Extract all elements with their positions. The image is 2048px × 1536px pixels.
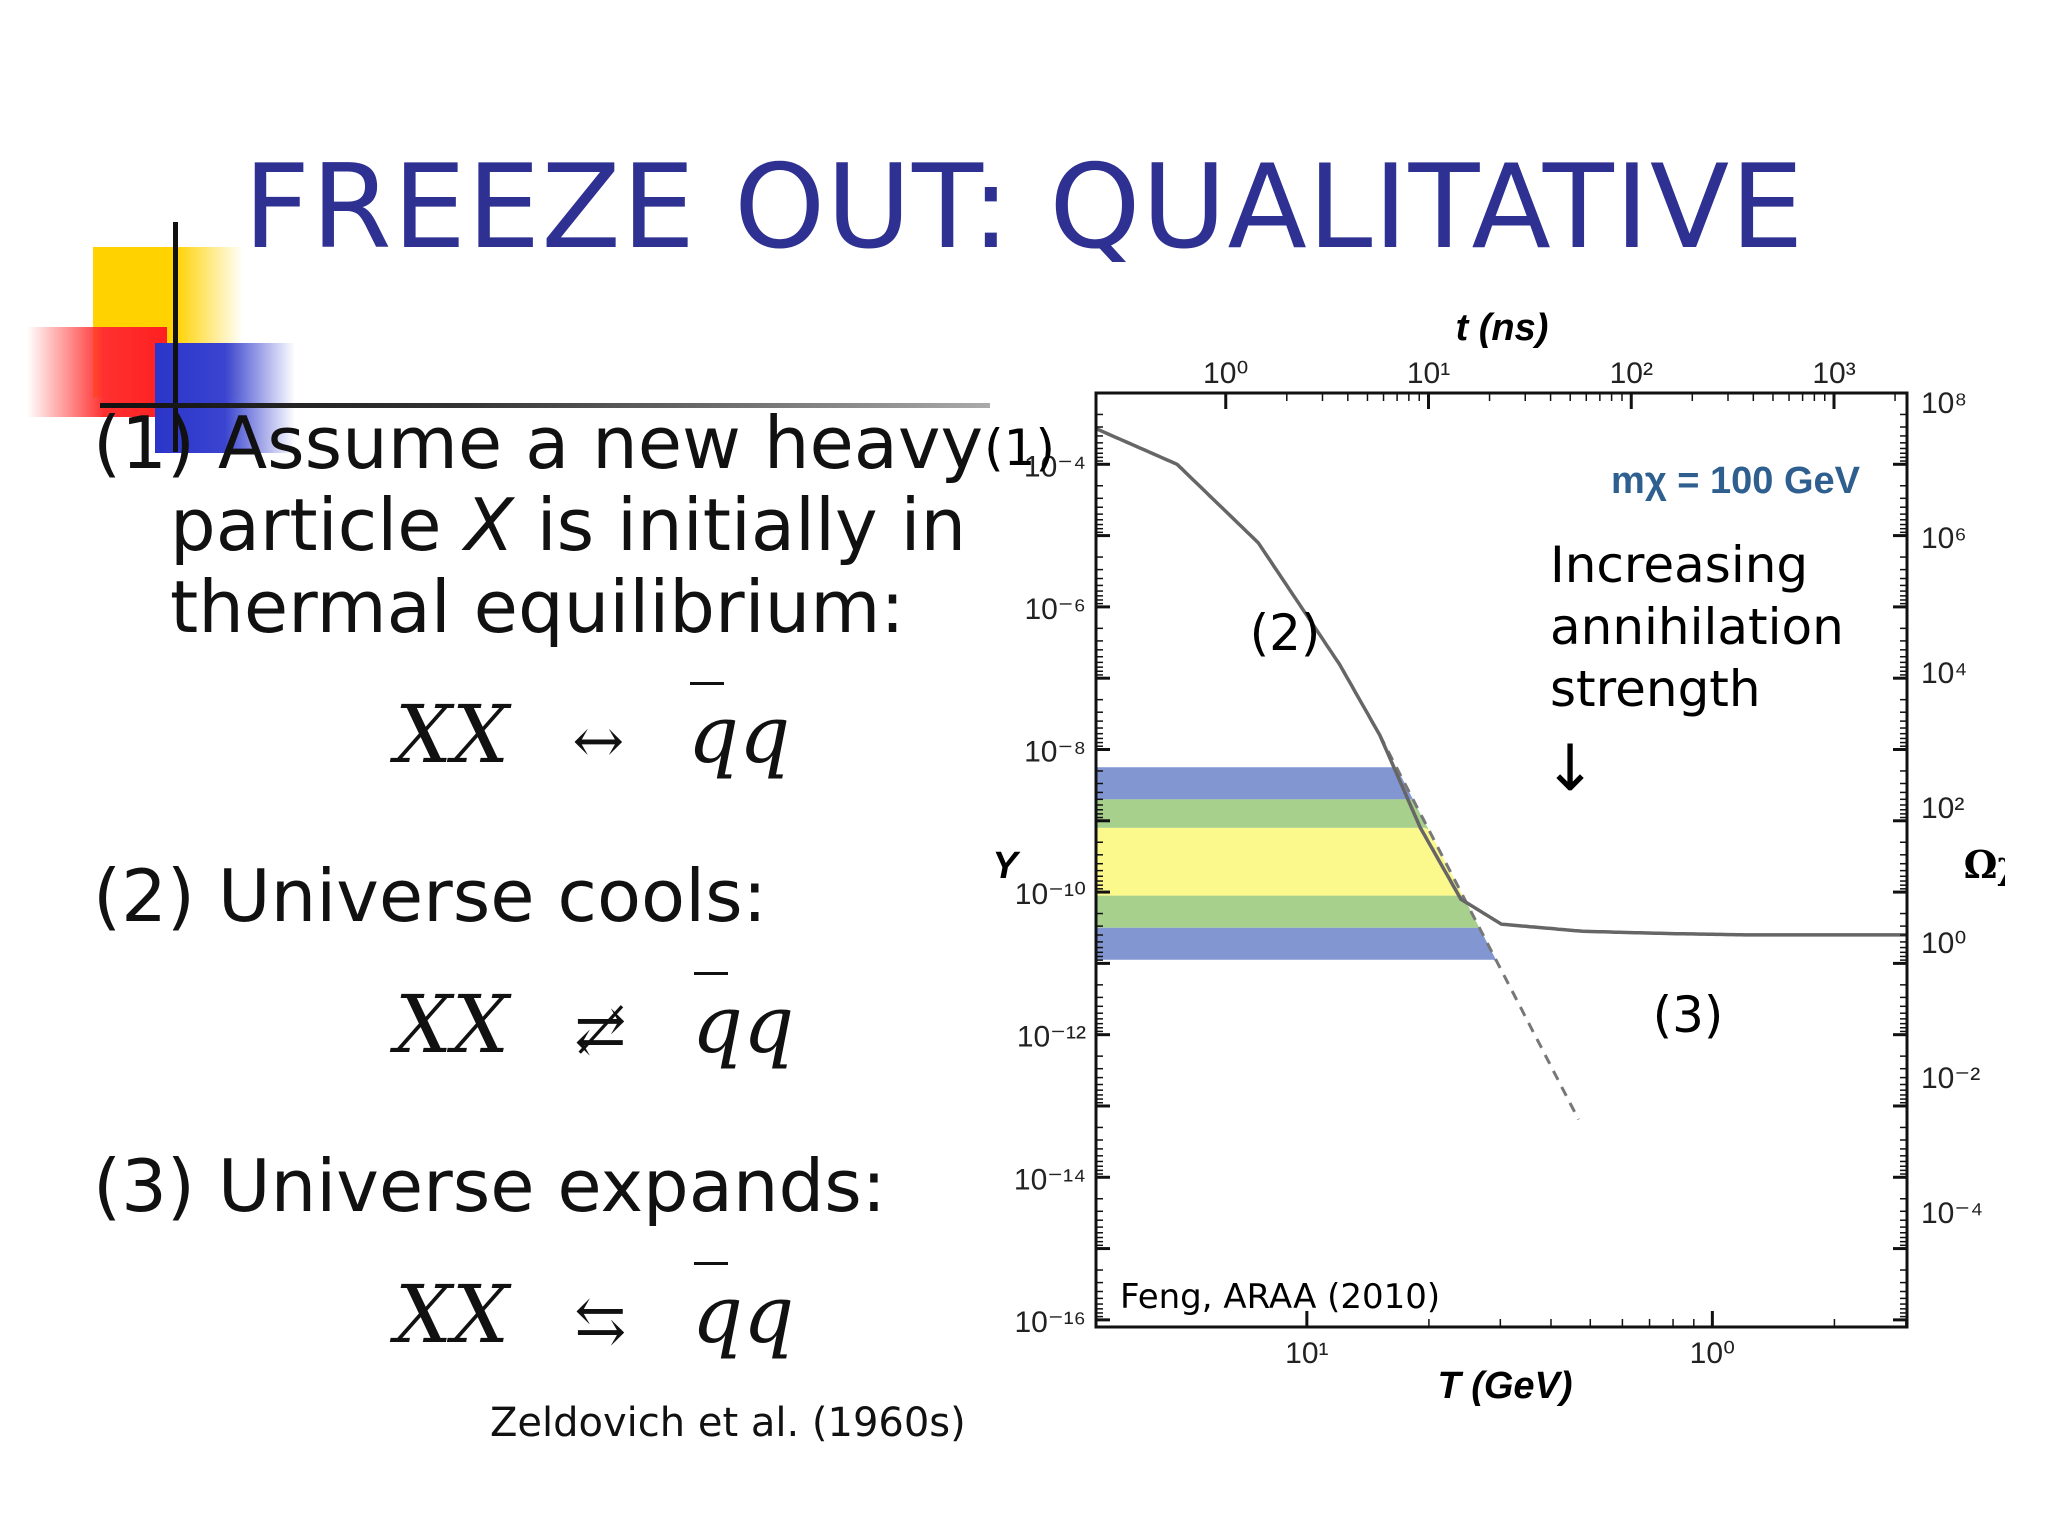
equation-3: XX ⇆ qq <box>395 1268 794 1361</box>
y-tick-label: 10⁻⁶ <box>1024 593 1086 626</box>
plot-ticks <box>1096 391 1907 1327</box>
top-tick-label: 10⁰ <box>1203 357 1248 390</box>
right-tick-label: 10⁻⁴ <box>1921 1197 1983 1230</box>
top-tick-label: 10¹ <box>1407 357 1450 390</box>
point-1-text-end: is initially in <box>513 483 967 567</box>
point-3: (3) Universe expands: <box>93 1144 886 1228</box>
plot-frame <box>1094 391 1909 1329</box>
annotation-line-2: annihilation <box>1550 598 1844 656</box>
decor-horizontal-line <box>100 403 990 408</box>
y-tick-label: 10⁻⁸ <box>1024 735 1086 768</box>
point-1: (1) Assume a new heavy particle X is ini… <box>93 402 983 648</box>
decor-blue-square <box>155 343 295 453</box>
top-axis-label: t (ns) <box>1456 307 1549 349</box>
label-3: (3) <box>1653 986 1724 1044</box>
eq3-symbol: ⇆ <box>574 1284 627 1357</box>
annotation-line-3: strength <box>1550 660 1761 718</box>
top-tick-label: 10³ <box>1812 357 1855 390</box>
point-1-text: particle <box>170 483 465 567</box>
bottom-tick-label: 10⁰ <box>1690 1337 1735 1370</box>
y-tick-label: 10⁻¹⁶ <box>1014 1306 1086 1339</box>
band-2 <box>1096 827 1907 1392</box>
right-tick-label: 10⁴ <box>1921 657 1967 690</box>
decor-vertical-line <box>173 222 178 452</box>
right-axis-label: Ωχ <box>1964 842 2005 887</box>
right-tick-label: 10⁶ <box>1921 522 1967 555</box>
right-tick-label: 10² <box>1921 792 1964 825</box>
equation-1: XX ↔ qq <box>395 688 790 781</box>
eq1-lhs: XX <box>395 688 509 781</box>
label-2: (2) <box>1250 604 1321 662</box>
label-1: (1) <box>985 419 1055 477</box>
y-tick-label: 10⁻⁴ <box>1024 450 1086 483</box>
eq1-rhs: qq <box>687 688 791 781</box>
bottom-tick-label: 10¹ <box>1285 1337 1328 1370</box>
eq2-lhs: XX <box>395 978 509 1071</box>
annotation-arrow: ↓ <box>1543 732 1597 806</box>
abundance-bands <box>1096 767 1907 1392</box>
point-1-line-1: (1) Assume a new heavy <box>93 401 984 485</box>
bottom-axis-label: T (GeV) <box>1437 1365 1572 1407</box>
freeze-out-chart: 10⁻⁴ 10⁻⁶ 10⁻⁸ 10⁻¹⁰ 10⁻¹² 10⁻¹⁴ 10⁻¹⁶ 10⁸ 10⁶ 10… <box>985 307 2005 1407</box>
credit-label: Feng, ARAA (2010) <box>1120 1277 1440 1317</box>
point-2: (2) Universe cools: <box>93 854 767 938</box>
right-tick-label: 10⁻² <box>1921 1062 1980 1095</box>
y-tick-label: 10⁻¹⁴ <box>1014 1163 1086 1196</box>
decor-red-square <box>27 327 167 417</box>
y-tick-label: 10⁻¹² <box>1017 1021 1086 1054</box>
eq2-symbol: ⇄̸ <box>574 994 627 1067</box>
particle-x: X <box>464 483 514 567</box>
band-4 <box>1096 927 1907 1392</box>
y-tick-label: 10⁻¹⁰ <box>1015 878 1086 911</box>
slide-title: FREEZE OUT: QUALITATIVE <box>243 140 1805 275</box>
right-tick-label: 10⁰ <box>1921 927 1966 960</box>
top-tick-label: 10² <box>1610 357 1653 390</box>
eq3-lhs: XX <box>395 1268 509 1361</box>
plot-labels: 10⁻⁴ 10⁻⁶ 10⁻⁸ 10⁻¹⁰ 10⁻¹² 10⁻¹⁴ 10⁻¹⁶ 10⁸ 10⁶ 10… <box>1014 357 1983 1370</box>
point-1-line-2: particle X is initially in <box>93 484 983 566</box>
annotation-line-1: Increasing <box>1550 536 1808 594</box>
eq1-symbol: ↔ <box>572 704 625 777</box>
equation-2: XX ⇄̸ qq <box>395 978 794 1071</box>
y-axis-label: Y <box>992 845 1021 887</box>
mass-label: mχ = 100 GeV <box>1611 460 1861 502</box>
equilibrium-dashed-curve <box>1378 734 1580 1121</box>
eq2-rhs: qq <box>691 978 795 1071</box>
citation: Zeldovich et al. (1960s) <box>490 1400 966 1446</box>
point-1-line-3: thermal equilibrium: <box>170 565 905 649</box>
right-tick-label: 10⁸ <box>1921 387 1967 420</box>
eq3-rhs: qq <box>691 1268 795 1361</box>
abundance-curve <box>1095 426 1907 937</box>
